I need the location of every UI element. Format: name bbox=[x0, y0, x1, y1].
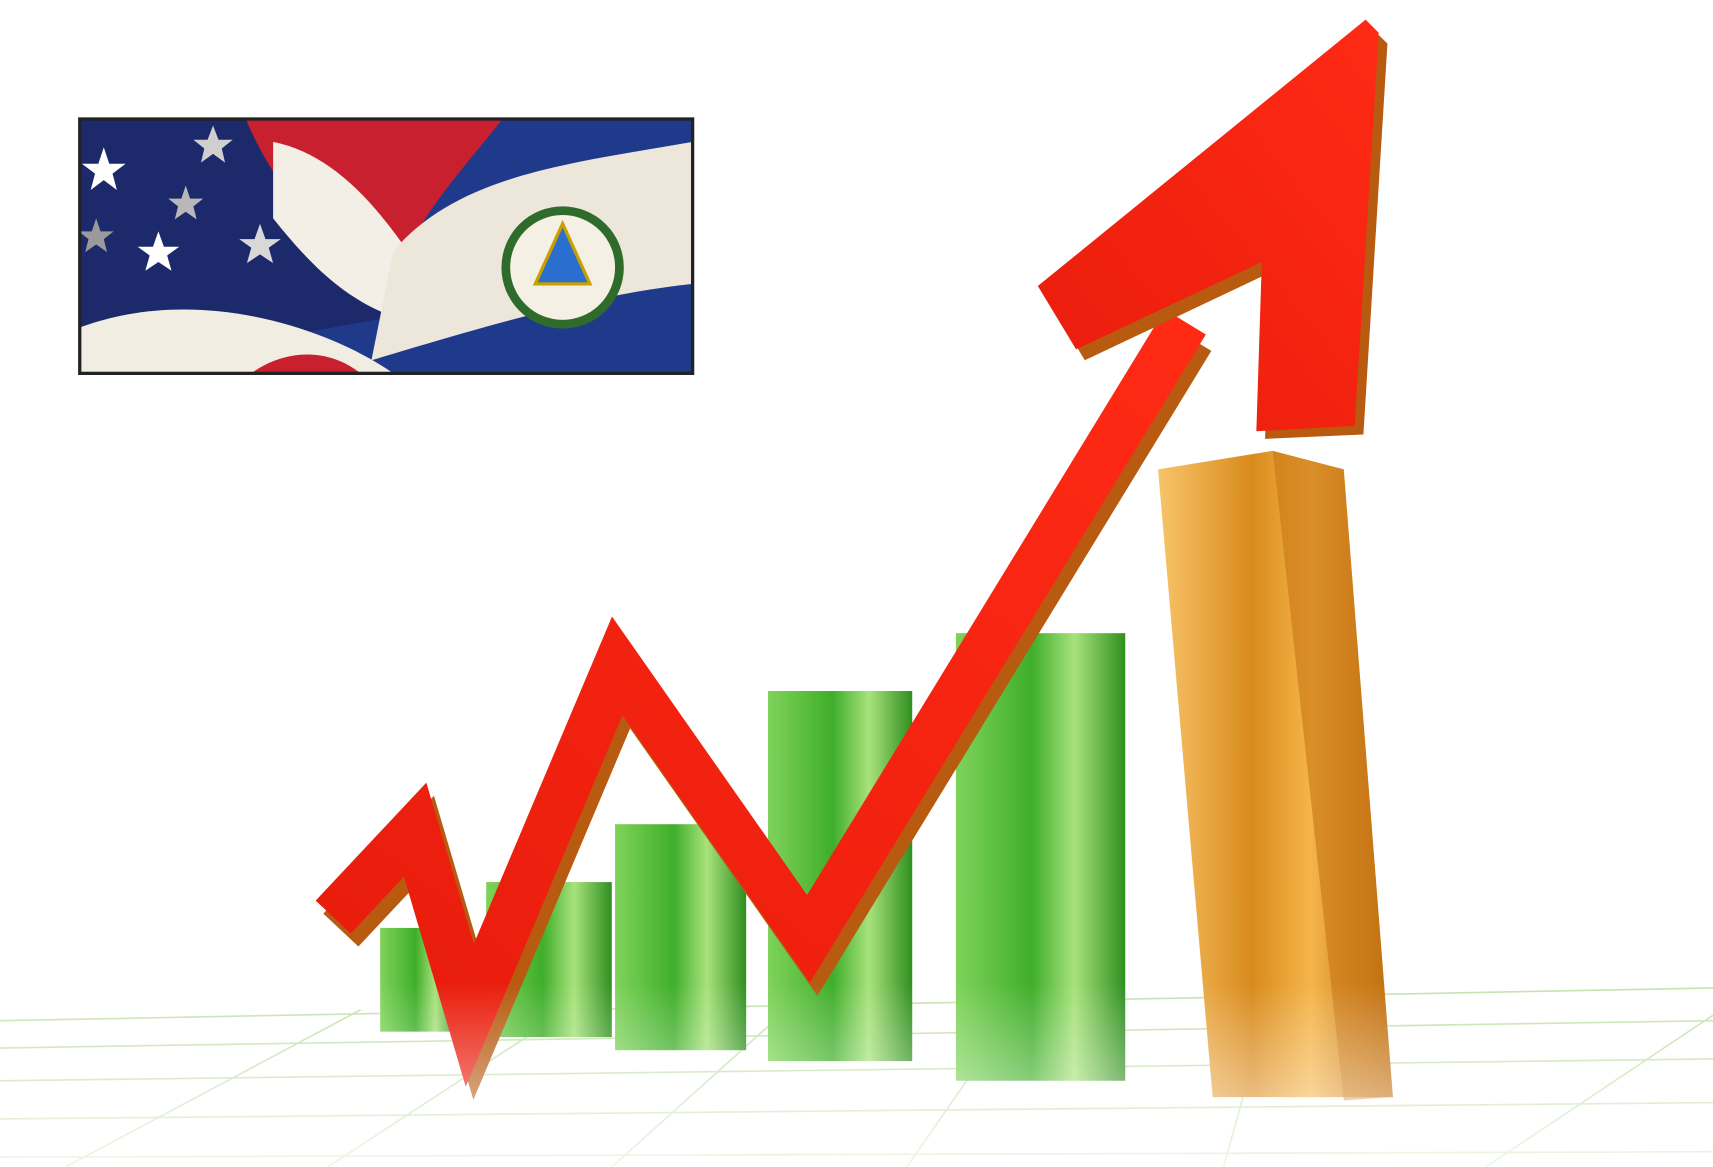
arrow-shaft bbox=[315, 309, 1206, 1087]
stars bbox=[79, 125, 281, 271]
floor-fade bbox=[0, 982, 1713, 1167]
sv-seal-triangle bbox=[532, 219, 593, 286]
flag-image bbox=[78, 117, 695, 375]
arrow bbox=[315, 19, 1388, 1100]
arrow-head bbox=[1037, 19, 1379, 432]
wave-red bbox=[251, 354, 361, 374]
bar-side bbox=[1272, 450, 1393, 1101]
flag-border bbox=[78, 117, 695, 375]
